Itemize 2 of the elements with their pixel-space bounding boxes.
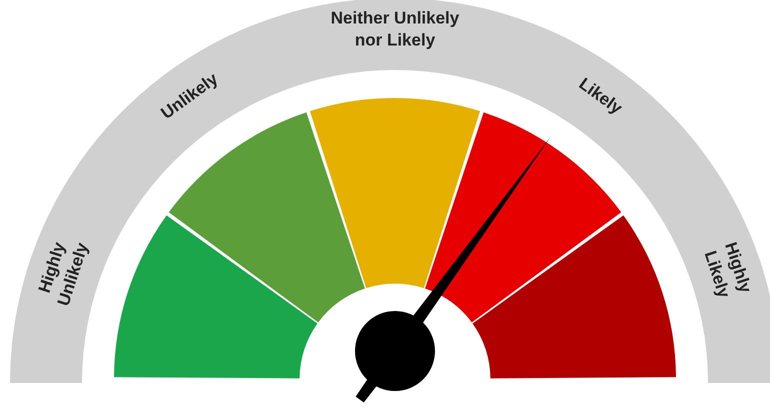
slice-label: Highly Likely bbox=[700, 240, 756, 301]
slice-label: Neither Unlikely nor Likely bbox=[330, 8, 460, 50]
